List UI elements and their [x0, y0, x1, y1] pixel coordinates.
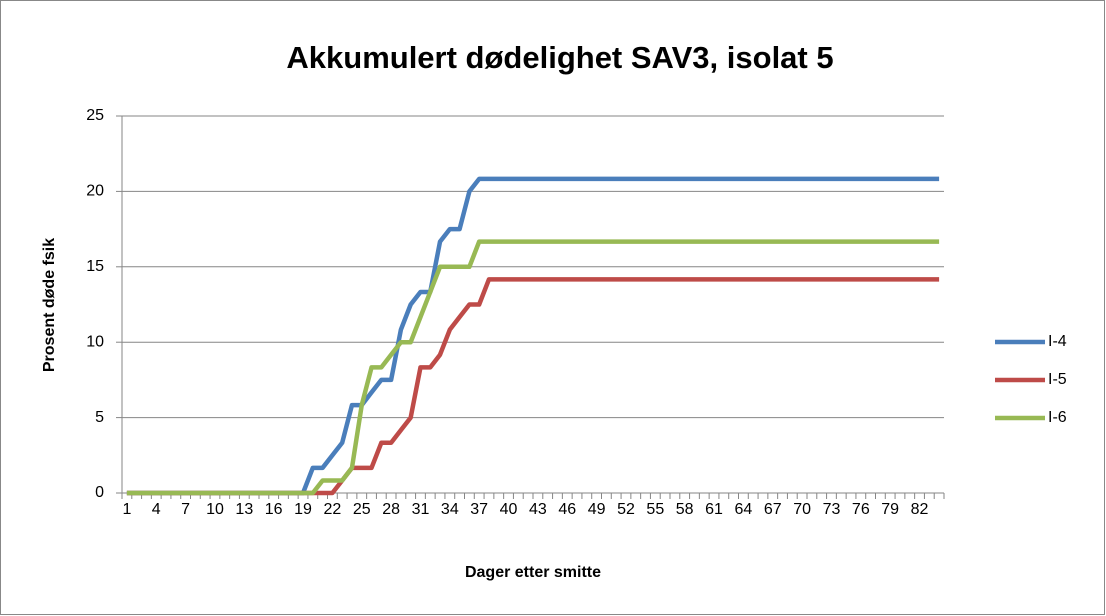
legend-label: I-5 — [1048, 371, 1067, 388]
y-tick-label: 5 — [95, 409, 104, 426]
y-tick-label: 20 — [86, 183, 104, 200]
x-tick-label: 43 — [529, 501, 547, 518]
x-tick-label: 61 — [705, 501, 723, 518]
y-tick-label: 25 — [86, 107, 104, 124]
x-tick-label: 70 — [793, 501, 811, 518]
x-tick-label: 40 — [500, 501, 518, 518]
x-tick-label: 82 — [911, 501, 929, 518]
x-tick-label: 34 — [441, 501, 459, 518]
x-tick-label: 22 — [323, 501, 341, 518]
x-tick-label: 31 — [412, 501, 430, 518]
legend-label: I-6 — [1048, 409, 1067, 426]
y-tick-label: 15 — [86, 258, 104, 275]
x-tick-label: 13 — [235, 501, 253, 518]
x-tick-label: 16 — [265, 501, 283, 518]
x-tick-label: 1 — [122, 501, 131, 518]
x-tick-label: 46 — [558, 501, 576, 518]
x-tick-label: 25 — [353, 501, 371, 518]
x-tick-label: 28 — [382, 501, 400, 518]
x-axis-label: Dager etter smitte — [465, 564, 601, 581]
x-tick-label: 4 — [152, 501, 161, 518]
x-tick-label: 52 — [617, 501, 635, 518]
x-tick-label: 19 — [294, 501, 312, 518]
x-tick-label: 76 — [852, 501, 870, 518]
x-tick-label: 55 — [646, 501, 664, 518]
y-axis-label: Prosent døde fsik — [41, 238, 58, 372]
x-tick-label: 49 — [588, 501, 606, 518]
series-line — [126, 239, 940, 496]
legend-label: I-4 — [1048, 333, 1067, 350]
x-tick-label: 7 — [181, 501, 190, 518]
y-tick-label: 0 — [95, 484, 104, 501]
chart-title: Akkumulert dødelighet SAV3, isolat 5 — [286, 40, 833, 75]
x-tick-label: 58 — [676, 501, 694, 518]
x-tick-label: 64 — [734, 501, 752, 518]
y-tick-label: 10 — [86, 333, 104, 350]
x-tick-label: 79 — [881, 501, 899, 518]
x-tick-label: 37 — [470, 501, 488, 518]
x-tick-label: 73 — [823, 501, 841, 518]
x-tick-label: 10 — [206, 501, 224, 518]
x-tick-label: 67 — [764, 501, 782, 518]
